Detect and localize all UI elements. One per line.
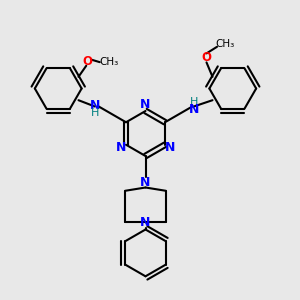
Text: N: N	[140, 216, 151, 229]
Text: N: N	[116, 141, 126, 154]
Text: N: N	[140, 176, 151, 189]
Text: N: N	[90, 98, 100, 112]
Text: CH₃: CH₃	[215, 39, 235, 50]
Text: N: N	[140, 98, 151, 112]
Text: O: O	[83, 55, 93, 68]
Text: N: N	[165, 141, 175, 154]
Text: N: N	[189, 103, 199, 116]
Text: O: O	[202, 50, 212, 64]
Text: H: H	[91, 108, 99, 118]
Text: CH₃: CH₃	[99, 56, 118, 67]
Text: H: H	[190, 97, 198, 107]
